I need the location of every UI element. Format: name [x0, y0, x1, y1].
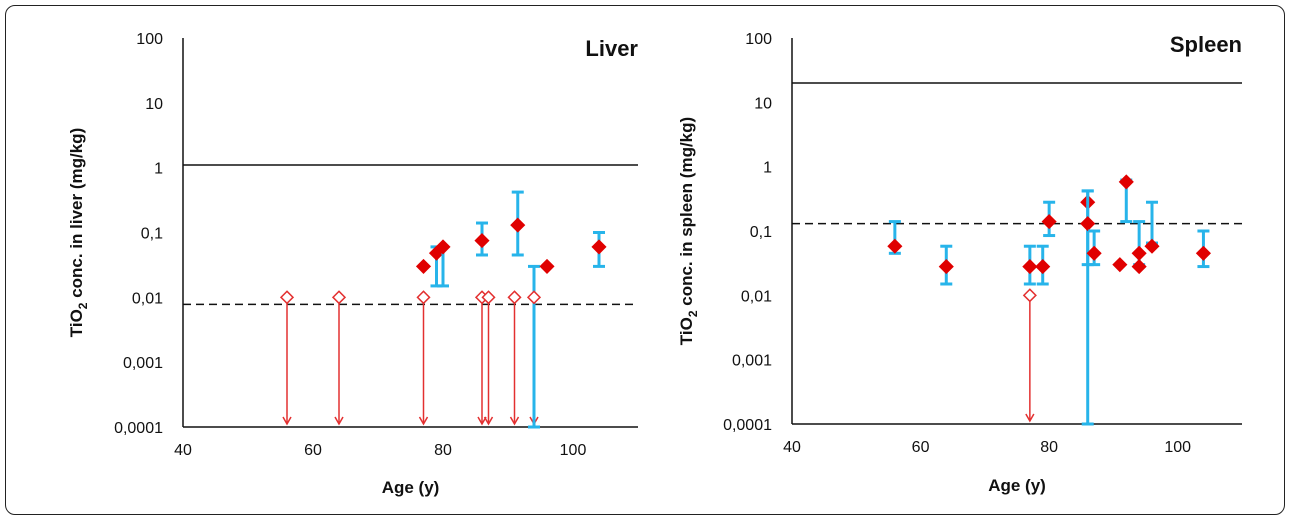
- x-tick-label: 80: [1040, 439, 1058, 456]
- y-tick-label: 10: [754, 95, 772, 112]
- data-point: [1022, 259, 1038, 275]
- y-axis-title: TiO2 conc. in spleen (mg/kg): [677, 117, 700, 345]
- data-point: [1131, 259, 1147, 275]
- x-tick-label: 60: [304, 442, 322, 459]
- data-point: [1195, 245, 1211, 261]
- detection-arrow-head: [1025, 413, 1035, 423]
- y-tick-label: 1: [154, 161, 163, 178]
- open-data-point: [481, 290, 496, 305]
- y-tick-label: 0,1: [750, 224, 772, 241]
- detection-arrow-head: [509, 416, 520, 426]
- y-tick-label: 0,001: [123, 355, 163, 372]
- y-axis-title-main: TiO: [677, 317, 696, 345]
- data-point: [1086, 245, 1102, 261]
- data-point: [510, 217, 526, 233]
- y-axis-title-rest: conc. in spleen (mg/kg): [677, 117, 696, 311]
- y-tick-label: 0,001: [732, 353, 772, 370]
- charts-svg: 0,0001 0,001 0,01 0,1 1 10 100 40 60 80 100 Liver Ag…: [67, 31, 1242, 497]
- data-point: [1144, 238, 1160, 254]
- open-data-point: [279, 290, 295, 305]
- detection-arrow-head: [483, 416, 494, 426]
- x-tick-label: 40: [174, 442, 192, 459]
- data-point: [1118, 174, 1134, 190]
- data-point: [474, 233, 490, 249]
- detection-arrow-head: [282, 416, 292, 426]
- y-axis-title-main: TiO: [67, 309, 86, 337]
- y-axis-title: TiO2 conc. in liver (mg/kg): [67, 128, 90, 337]
- x-tick-label: 80: [434, 442, 452, 459]
- chart-liver: 0,0001 0,001 0,01 0,1 1 10 100 40 60 80 100 Liver Ag…: [67, 31, 638, 497]
- y-tick-label: 100: [745, 31, 772, 48]
- y-axis-title-rest: conc. in liver (mg/kg): [67, 128, 86, 303]
- detection-arrow-head: [418, 416, 429, 426]
- open-data-point: [526, 290, 542, 305]
- y-tick-label: 0,0001: [114, 420, 163, 437]
- data-point: [938, 259, 954, 275]
- y-tick-label: 0,01: [741, 288, 772, 305]
- x-tick-label: 60: [912, 439, 930, 456]
- y-tick-label: 0,0001: [723, 417, 772, 434]
- x-tick-label: 100: [1164, 439, 1191, 456]
- detection-arrow-head: [334, 416, 344, 426]
- data-point: [415, 258, 432, 274]
- open-data-point: [507, 290, 522, 305]
- detection-arrow-head: [477, 416, 487, 426]
- y-tick-label: 100: [136, 31, 163, 48]
- y-tick-label: 10: [145, 96, 163, 113]
- panel-title: Liver: [585, 36, 638, 61]
- data-point: [435, 239, 451, 255]
- y-tick-label: 0,1: [141, 226, 163, 243]
- data-point: [1035, 259, 1051, 275]
- data-point: [887, 238, 903, 254]
- x-tick-label: 40: [783, 439, 801, 456]
- x-axis-title: Age (y): [988, 476, 1046, 495]
- data-point: [1041, 214, 1057, 230]
- x-axis-title: Age (y): [382, 478, 440, 497]
- open-data-point: [331, 290, 347, 305]
- data-point: [539, 258, 555, 274]
- panel-title: Spleen: [1170, 32, 1242, 57]
- chart-spleen: 0,0001 0,001 0,01 0,1 1 10 100 40 60 80 100 Spleen A…: [677, 31, 1242, 495]
- data-point: [1080, 216, 1096, 232]
- open-data-point: [1022, 288, 1037, 303]
- x-tick-label: 100: [560, 442, 587, 459]
- open-data-point: [416, 290, 431, 305]
- y-tick-label: 1: [763, 160, 772, 177]
- y-axis-title-subscript: 2: [686, 310, 700, 317]
- y-tick-label: 0,01: [132, 290, 163, 307]
- data-point: [1112, 257, 1128, 273]
- data-point: [1131, 245, 1147, 261]
- data-point: [591, 239, 607, 255]
- y-axis-title-subscript: 2: [76, 302, 90, 309]
